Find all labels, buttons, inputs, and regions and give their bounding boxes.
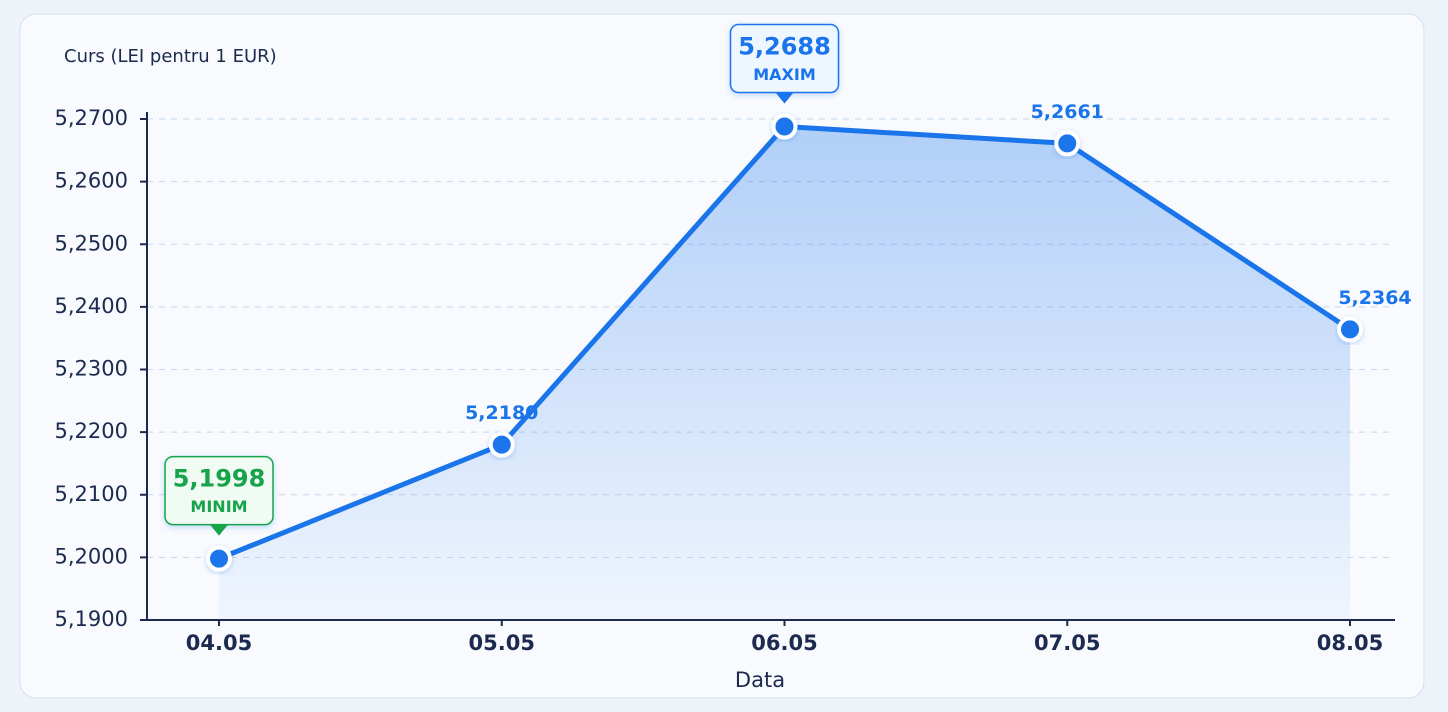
callout-pointer	[210, 524, 228, 536]
value-label: 5,2180	[465, 402, 538, 424]
y-tick-label: 5,1900	[55, 607, 128, 631]
x-tick-label: 04.05	[186, 631, 252, 655]
y-tick-label: 5,2700	[55, 106, 128, 130]
value-label: 5,2688	[738, 33, 831, 61]
callout-label: MINIM	[190, 497, 247, 516]
y-tick-label: 5,2500	[55, 231, 128, 255]
point	[1054, 130, 1081, 157]
point	[206, 545, 232, 572]
value-label: 5,1998	[173, 465, 266, 493]
y-tick-label: 5,2100	[55, 482, 128, 506]
y-tick-label: 5,2300	[55, 357, 128, 381]
x-tick-label: 08.05	[1317, 631, 1383, 655]
point	[488, 431, 515, 458]
y-tick-label: 5,2600	[55, 169, 128, 193]
x-tick-label: 07.05	[1034, 631, 1100, 655]
area	[219, 126, 1350, 620]
x-tick-label: 05.05	[469, 631, 535, 655]
point	[1337, 316, 1363, 343]
y-axis-title: Curs (LEI pentru 1 EUR)	[64, 46, 277, 67]
callout-pointer	[775, 92, 794, 104]
y-tick-label: 5,2000	[55, 544, 128, 568]
y-tick-label: 5,2200	[55, 419, 128, 443]
value-label: 5,2661	[1031, 101, 1104, 123]
x-axis-title: Data	[735, 668, 785, 692]
point	[771, 113, 798, 140]
x-tick-label: 06.05	[751, 631, 817, 655]
value-label: 5,2364	[1338, 287, 1411, 309]
callout-label: MAXIM	[753, 65, 816, 84]
y-tick-label: 5,2400	[55, 294, 128, 318]
